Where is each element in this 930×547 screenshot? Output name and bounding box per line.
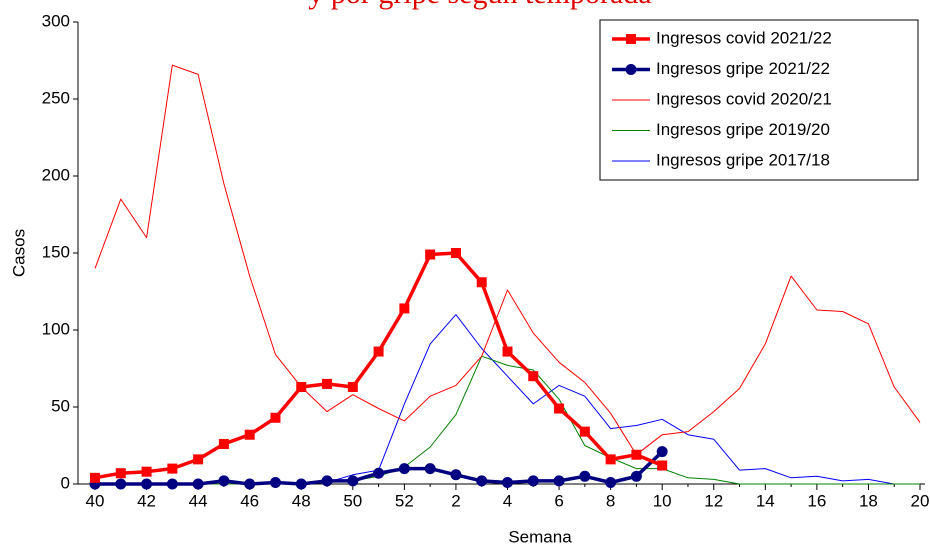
legend-box: [599, 19, 919, 181]
data-point: [425, 249, 436, 260]
data-point: [630, 470, 642, 482]
x-tick-label: 52: [395, 491, 414, 510]
y-tick-label: 300: [42, 11, 70, 30]
x-tick-label: 12: [704, 491, 723, 510]
data-point: [141, 466, 152, 477]
data-point: [450, 469, 462, 481]
series-line: [95, 314, 920, 485]
data-point: [115, 478, 127, 490]
data-point: [218, 438, 229, 449]
x-tick-label: 14: [756, 491, 775, 510]
data-point: [579, 426, 590, 437]
x-tick-label: 16: [807, 491, 826, 510]
data-point: [398, 463, 410, 475]
legend-marker: [626, 34, 636, 44]
legend-label: Ingresos covid 2021/22: [656, 28, 832, 47]
x-tick-label: 10: [653, 491, 672, 510]
x-tick-label: 42: [137, 491, 156, 510]
data-point: [631, 449, 642, 460]
data-point: [296, 381, 307, 392]
x-tick-label: 6: [554, 491, 563, 510]
data-point: [502, 476, 513, 488]
data-point: [244, 478, 256, 490]
data-point: [424, 463, 436, 475]
data-point: [218, 475, 230, 487]
y-tick-label: 250: [42, 88, 70, 107]
x-tick-label: 8: [606, 491, 615, 510]
series-line: [94, 64, 921, 456]
data-point: [295, 478, 307, 490]
x-tick-label: 4: [503, 491, 512, 510]
y-tick-label: 50: [51, 396, 70, 415]
data-point: [502, 346, 513, 357]
legend-label: Ingresos covid 2020/21: [656, 89, 832, 108]
legend-marker: [625, 64, 637, 75]
x-tick-label: 18: [859, 491, 878, 510]
y-axis-label: Casos: [9, 229, 28, 277]
legend: Ingresos covid 2021/22 Ingresos gripe 202…: [599, 19, 919, 181]
data-point: [322, 378, 333, 389]
data-point: [270, 412, 281, 423]
x-axis-label: Semana: [508, 527, 572, 546]
data-point: [554, 403, 565, 414]
x-tick-label: 46: [240, 491, 259, 510]
data-point: [605, 454, 616, 465]
data-point: [527, 475, 539, 487]
data-point: [347, 475, 359, 487]
x-tick-label: 44: [189, 491, 208, 510]
data-point: [476, 475, 488, 487]
x-tick-label: 40: [86, 491, 105, 510]
legend-label: Ingresos gripe 2019/20: [656, 120, 830, 139]
data-point: [528, 371, 539, 382]
data-point: [244, 429, 255, 440]
data-point: [605, 476, 617, 488]
data-point: [90, 472, 100, 483]
legend-label: Ingresos gripe 2017/18: [656, 150, 830, 169]
x-tick-label: 20: [911, 491, 930, 510]
data-point: [321, 475, 333, 487]
data-point: [476, 277, 487, 288]
data-point: [579, 470, 591, 482]
x-tick-label: 50: [343, 491, 362, 510]
data-point: [193, 454, 204, 465]
data-point: [656, 446, 668, 458]
chart-title: y por gripe según temporada: [308, 0, 651, 10]
data-point: [115, 468, 126, 479]
y-tick-label: 150: [42, 242, 70, 261]
data-point: [373, 346, 384, 357]
data-point: [553, 475, 565, 487]
y-tick-label: 200: [42, 165, 70, 184]
data-point: [399, 303, 410, 314]
legend-label: Ingresos gripe 2021/22: [656, 59, 830, 78]
x-tick-label: 2: [451, 491, 460, 510]
y-tick-label: 100: [42, 319, 70, 338]
series-line: [95, 355, 920, 485]
data-point: [167, 463, 178, 474]
series-line: [94, 251, 663, 480]
data-point: [192, 478, 204, 490]
y-tick-label: 0: [61, 473, 70, 492]
data-point: [269, 476, 281, 488]
data-point: [347, 381, 358, 392]
data-point: [450, 248, 461, 258]
data-point: [657, 460, 668, 471]
data-point: [141, 478, 153, 490]
data-point: [166, 478, 178, 490]
x-tick-label: 48: [292, 491, 311, 510]
data-point: [373, 467, 385, 479]
